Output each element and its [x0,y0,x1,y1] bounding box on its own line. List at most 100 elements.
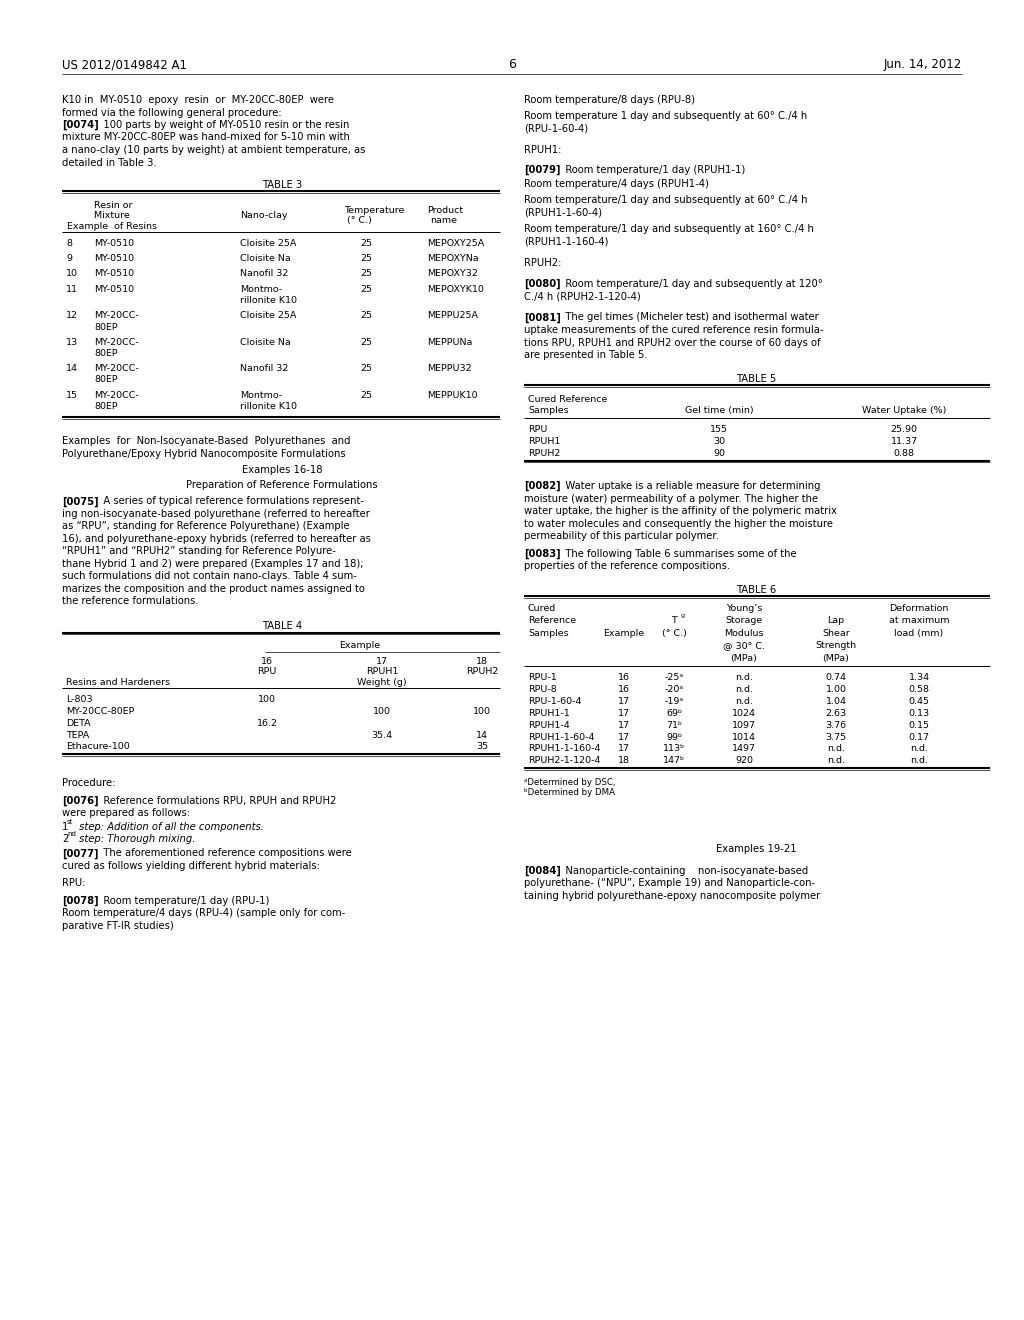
Text: uptake measurements of the cured reference resin formula-: uptake measurements of the cured referen… [524,325,823,335]
Text: 25: 25 [360,255,372,263]
Text: Example  of Resins: Example of Resins [67,222,157,231]
Text: RPUH2-1-120-4: RPUH2-1-120-4 [528,756,600,766]
Text: Room temperature/1 day (RPU-1): Room temperature/1 day (RPU-1) [94,896,269,906]
Text: 17: 17 [376,656,388,665]
Text: rillonite K10: rillonite K10 [240,403,297,411]
Text: Lap: Lap [827,616,845,626]
Text: at maximum: at maximum [889,616,949,626]
Text: RPU-1: RPU-1 [528,673,557,682]
Text: [0084]: [0084] [524,866,561,876]
Text: (RPU-1-60-4): (RPU-1-60-4) [524,124,588,133]
Text: (MPa): (MPa) [730,653,758,663]
Text: Resins and Hardeners: Resins and Hardeners [66,678,170,686]
Text: detailed in Table 3.: detailed in Table 3. [62,157,157,168]
Text: 80EP: 80EP [94,322,118,331]
Text: 18: 18 [618,756,630,766]
Text: 0.15: 0.15 [908,721,930,730]
Text: Nano-clay: Nano-clay [240,211,288,220]
Text: Montmo-: Montmo- [240,285,283,294]
Text: Room temperature/1 day and subsequently at 60° C./4 h: Room temperature/1 day and subsequently … [524,195,808,205]
Text: Reference formulations RPU, RPUH and RPUH2: Reference formulations RPU, RPUH and RPU… [94,796,336,805]
Text: [0077]: [0077] [62,849,98,858]
Text: Examples 16-18: Examples 16-18 [242,465,323,475]
Text: 0.13: 0.13 [908,709,930,718]
Text: MY-20CC-: MY-20CC- [94,364,138,374]
Text: Shear: Shear [822,628,850,638]
Text: 16), and polyurethane-epoxy hybrids (referred to hereafter as: 16), and polyurethane-epoxy hybrids (ref… [62,533,371,544]
Text: The gel times (Micheler test) and isothermal water: The gel times (Micheler test) and isothe… [556,313,819,322]
Text: DETA: DETA [66,718,91,727]
Text: 14: 14 [66,364,78,374]
Text: 17: 17 [618,721,630,730]
Text: RPU-8: RPU-8 [528,685,557,694]
Text: Samples: Samples [528,628,568,638]
Text: TABLE 3: TABLE 3 [262,180,302,190]
Text: -25ᵃ: -25ᵃ [665,673,684,682]
Text: 100: 100 [373,706,391,715]
Text: RPUH2:: RPUH2: [524,257,561,268]
Text: MY-0510: MY-0510 [94,285,134,294]
Text: 100: 100 [473,706,490,715]
Text: MEPPUNa: MEPPUNa [427,338,472,347]
Text: 71ᵇ: 71ᵇ [666,721,682,730]
Text: The aforementioned reference compositions were: The aforementioned reference composition… [94,849,352,858]
Text: Cloisite Na: Cloisite Na [240,255,291,263]
Text: Water uptake is a reliable measure for determining: Water uptake is a reliable measure for d… [556,480,820,491]
Text: 69ᵇ: 69ᵇ [666,709,682,718]
Text: Room temperature 1 day and subsequently at 60° C./4 h: Room temperature 1 day and subsequently … [524,111,807,121]
Text: RPUH1-4: RPUH1-4 [528,721,569,730]
Text: Room temperature/1 day and subsequently at 160° C./4 h: Room temperature/1 day and subsequently … [524,224,814,234]
Text: [0081]: [0081] [524,313,561,323]
Text: such formulations did not contain nano-clays. Table 4 sum-: such formulations did not contain nano-c… [62,572,357,581]
Text: RPU: RPU [528,425,548,434]
Text: Samples: Samples [528,405,568,414]
Text: MEPOXYK10: MEPOXYK10 [427,285,484,294]
Text: n.d.: n.d. [735,673,753,682]
Text: MY-20CC-: MY-20CC- [94,312,138,321]
Text: Temperature: Temperature [344,206,404,215]
Text: polyurethane- (“NPU”, Example 19) and Nanoparticle-con-: polyurethane- (“NPU”, Example 19) and Na… [524,878,815,888]
Text: name: name [430,215,457,224]
Text: ing non-isocyanate-based polyurethane (referred to hereafter: ing non-isocyanate-based polyurethane (r… [62,508,370,519]
Text: 147ᵇ: 147ᵇ [663,756,685,766]
Text: 0.88: 0.88 [894,449,914,458]
Text: Examples  for  Non-Isocyanate-Based  Polyurethanes  and: Examples for Non-Isocyanate-Based Polyur… [62,436,350,446]
Text: (° C.): (° C.) [347,215,372,224]
Text: 12: 12 [66,312,78,321]
Text: RPUH1-1-60-4: RPUH1-1-60-4 [528,733,595,742]
Text: L-803: L-803 [66,694,92,704]
Text: @ 30° C.: @ 30° C. [723,642,765,651]
Text: Storage: Storage [725,616,763,626]
Text: 0.58: 0.58 [908,685,930,694]
Text: cured as follows yielding different hybrid materials:: cured as follows yielding different hybr… [62,861,319,871]
Text: 11.37: 11.37 [891,437,918,446]
Text: to water molecules and consequently the higher the moisture: to water molecules and consequently the … [524,519,833,528]
Text: [0078]: [0078] [62,896,98,906]
Text: Product: Product [427,206,463,215]
Text: 3.75: 3.75 [825,733,847,742]
Text: 6: 6 [508,58,516,71]
Text: Jun. 14, 2012: Jun. 14, 2012 [884,58,962,71]
Text: formed via the following general procedure:: formed via the following general procedu… [62,107,282,117]
Text: RPUH1: RPUH1 [528,437,560,446]
Text: RPU: RPU [257,667,276,676]
Text: Young’s: Young’s [726,603,762,612]
Text: 10: 10 [66,269,78,279]
Text: (RPUH1-1-60-4): (RPUH1-1-60-4) [524,207,602,218]
Text: 17: 17 [618,709,630,718]
Text: 2: 2 [62,834,69,845]
Text: Room temperature/4 days (RPUH1-4): Room temperature/4 days (RPUH1-4) [524,178,709,189]
Text: g: g [681,612,685,618]
Text: marizes the composition and the product names assigned to: marizes the composition and the product … [62,583,365,594]
Text: “RPUH1” and “RPUH2” standing for Reference Polyure-: “RPUH1” and “RPUH2” standing for Referen… [62,546,336,556]
Text: step: Addition of all the components.: step: Addition of all the components. [76,822,264,832]
Text: moisture (water) permeability of a polymer. The higher the: moisture (water) permeability of a polym… [524,494,818,504]
Text: water uptake, the higher is the affinity of the polymeric matrix: water uptake, the higher is the affinity… [524,506,837,516]
Text: load (mm): load (mm) [894,628,944,638]
Text: 16: 16 [618,685,630,694]
Text: a nano-clay (10 parts by weight) at ambient temperature, as: a nano-clay (10 parts by weight) at ambi… [62,145,366,154]
Text: 1: 1 [62,822,69,832]
Text: -20ᵃ: -20ᵃ [665,685,684,694]
Text: 11: 11 [66,285,78,294]
Text: Nanofil 32: Nanofil 32 [240,269,289,279]
